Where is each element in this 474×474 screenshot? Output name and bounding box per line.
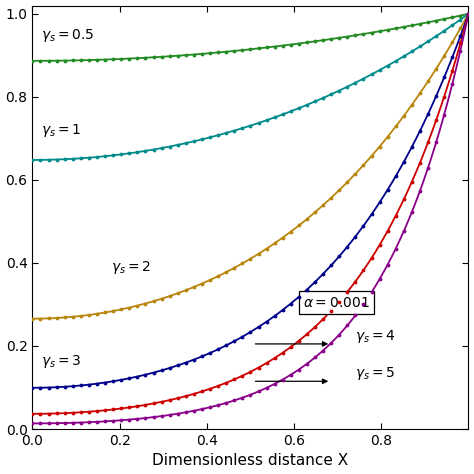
Text: $\gamma_s = 0.5$: $\gamma_s = 0.5$: [41, 27, 95, 44]
Text: $\gamma_s = 5$: $\gamma_s = 5$: [355, 365, 395, 382]
X-axis label: Dimensionless distance X: Dimensionless distance X: [152, 454, 348, 468]
Text: $\gamma_s = 2$: $\gamma_s = 2$: [111, 259, 151, 276]
Text: $\gamma_s = 3$: $\gamma_s = 3$: [41, 353, 82, 370]
Text: $\gamma_s = 4$: $\gamma_s = 4$: [355, 328, 396, 345]
Text: $\gamma_s = 1$: $\gamma_s = 1$: [41, 122, 82, 139]
Text: $\alpha = 0.001$: $\alpha = 0.001$: [303, 296, 369, 310]
